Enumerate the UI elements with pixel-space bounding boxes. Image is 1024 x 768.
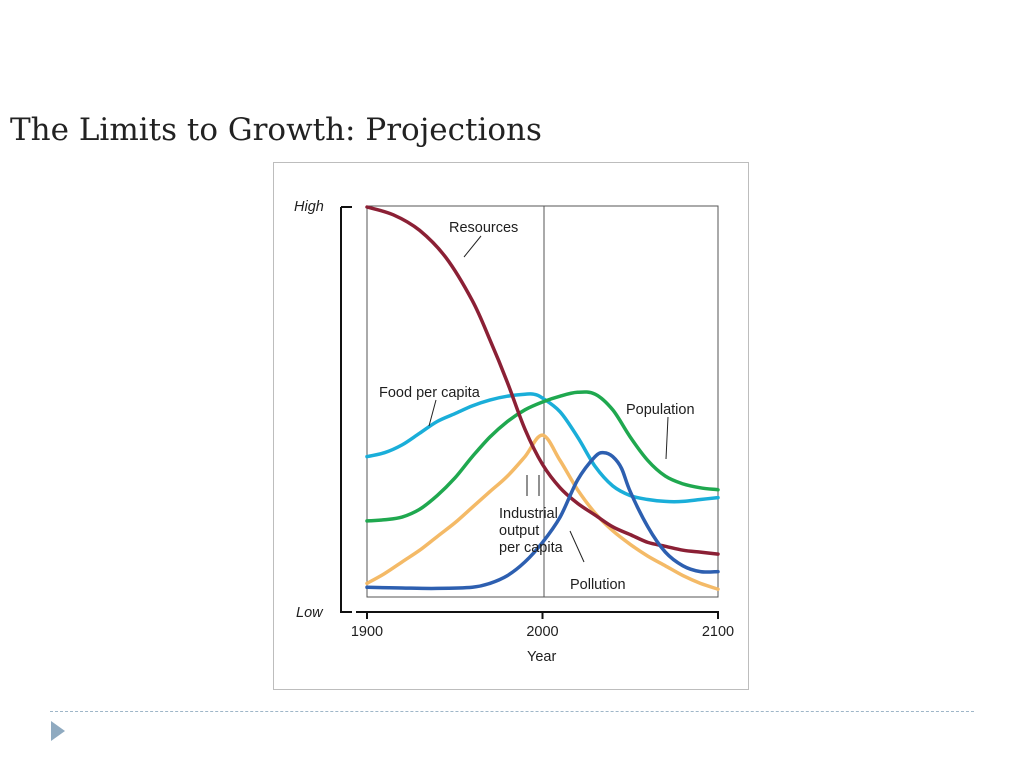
x-tick-label-1900: 1900 bbox=[351, 624, 383, 640]
x-ticks: 1900 2000 2100 bbox=[351, 612, 734, 640]
footer-bullet-icon bbox=[51, 721, 65, 741]
slide-title: The Limits to Growth: Projections bbox=[10, 112, 542, 148]
series-line-food-per-capita bbox=[365, 392, 720, 504]
chart-frame: High Low 1900 2000 2100 Year Resources Foo… bbox=[273, 162, 749, 690]
series-layer bbox=[365, 205, 720, 591]
plot-area bbox=[366, 205, 719, 598]
label-food-per-capita: Food per capita bbox=[379, 385, 481, 401]
y-tick-high: High bbox=[294, 199, 324, 215]
leader-food bbox=[428, 399, 437, 427]
series-line-industrial-output-per-capita bbox=[365, 433, 720, 591]
label-pollution: Pollution bbox=[570, 577, 626, 593]
limits-to-growth-chart: High Low 1900 2000 2100 Year Resources Foo… bbox=[294, 199, 734, 665]
label-industrial-line2: output bbox=[499, 523, 539, 539]
label-industrial-line1: Industrial bbox=[499, 506, 558, 522]
x-axis-label: Year bbox=[527, 649, 556, 665]
leader-resources bbox=[463, 235, 482, 258]
x-tick-label-2100: 2100 bbox=[702, 624, 734, 640]
footer-divider bbox=[50, 711, 974, 712]
series-line-resources bbox=[365, 205, 720, 556]
x-tick-label-2000: 2000 bbox=[526, 624, 558, 640]
label-resources: Resources bbox=[449, 220, 518, 236]
label-population: Population bbox=[626, 402, 695, 418]
leader-pollution bbox=[569, 530, 585, 563]
y-tick-low: Low bbox=[296, 605, 324, 621]
series-line-population bbox=[365, 390, 720, 523]
annotation-leaders bbox=[428, 235, 669, 563]
series-line-pollution bbox=[365, 450, 720, 591]
label-industrial-line3: per capita bbox=[499, 540, 564, 556]
leader-population bbox=[665, 416, 669, 460]
